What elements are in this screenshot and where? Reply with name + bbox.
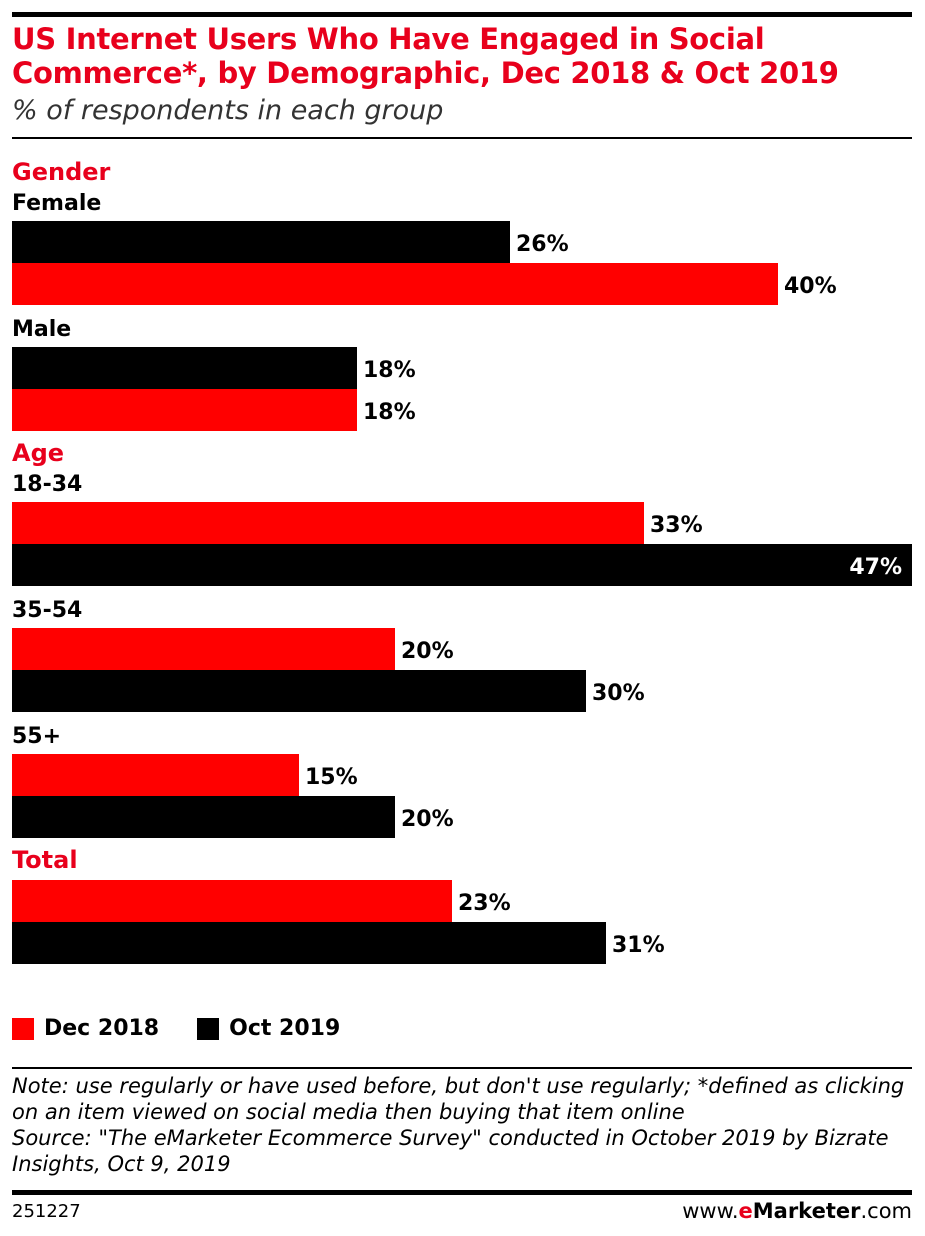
note-text: Note: use regularly or have used before,… xyxy=(12,1074,905,1124)
note-rule xyxy=(12,1067,912,1069)
chart-title: US Internet Users Who Have Engaged in So… xyxy=(12,22,839,90)
bar-male-dec-2018 xyxy=(12,389,357,431)
brand-e: e xyxy=(738,1199,753,1223)
category-label-female: Female xyxy=(12,191,101,216)
bar-value-male-dec-2018: 18% xyxy=(363,400,416,425)
title-rule xyxy=(12,137,912,139)
brand-name: Marketer xyxy=(752,1199,861,1223)
bar-18-34-dec-2018 xyxy=(12,502,644,544)
bar-value-18-34-oct-2019: 47% xyxy=(849,555,902,580)
bar-35-54-oct-2019 xyxy=(12,670,586,712)
group-heading-total: Total xyxy=(12,846,78,874)
group-heading-age: Age xyxy=(12,439,64,467)
note-block: Note: use regularly or have used before,… xyxy=(12,1073,917,1177)
bar-female-dec-2018 xyxy=(12,263,778,305)
bar-total-oct-2019 xyxy=(12,922,606,964)
legend-item-dec-2018: Dec 2018 xyxy=(12,1016,159,1041)
bar-male-oct-2019 xyxy=(12,347,357,389)
bar-35-54-dec-2018 xyxy=(12,628,395,670)
legend-label-dec-2018: Dec 2018 xyxy=(44,1016,160,1041)
bar-value-18-34-dec-2018: 33% xyxy=(650,513,703,538)
brand-link[interactable]: www.eMarketer.com xyxy=(682,1199,912,1223)
bar-chart: Gender Female 26% 40% Male 18% 18% Age 18-34 33% 4… xyxy=(12,158,912,964)
category-label-male: Male xyxy=(12,317,71,342)
bar-female-oct-2019 xyxy=(12,221,510,263)
bar-total-dec-2018 xyxy=(12,880,452,922)
top-rule xyxy=(12,12,912,17)
brand-prefix: www. xyxy=(682,1199,739,1223)
category-label-55: 55+ xyxy=(12,724,61,749)
bar-value-total-dec-2018: 23% xyxy=(458,891,511,916)
bar-value-total-oct-2019: 31% xyxy=(612,933,665,958)
bar-value-55-oct-2019: 20% xyxy=(401,807,454,832)
bar-55-oct-2019 xyxy=(12,796,395,838)
chart-subtitle: % of respondents in each group xyxy=(12,95,444,126)
legend-item-oct-2019: Oct 2019 xyxy=(197,1016,340,1041)
bar-value-female-oct-2019: 26% xyxy=(516,232,569,257)
category-label-18-34: 18-34 xyxy=(12,472,82,497)
chart-id: 251227 xyxy=(12,1201,81,1222)
bar-value-35-54-oct-2019: 30% xyxy=(592,681,645,706)
brand-suffix: .com xyxy=(860,1199,912,1223)
category-label-35-54: 35-54 xyxy=(12,598,82,623)
bar-55-dec-2018 xyxy=(12,754,299,796)
legend-label-oct-2019: Oct 2019 xyxy=(229,1016,341,1041)
source-text: Source: "The eMarketer Ecommerce Survey"… xyxy=(12,1126,889,1176)
bottom-rule xyxy=(12,1190,912,1195)
bar-value-female-dec-2018: 40% xyxy=(784,274,837,299)
legend-swatch-oct-2019 xyxy=(197,1017,220,1040)
bar-value-male-oct-2019: 18% xyxy=(363,358,416,383)
legend-swatch-dec-2018 xyxy=(12,1017,34,1040)
bar-value-55-dec-2018: 15% xyxy=(305,765,358,790)
group-heading-gender: Gender xyxy=(12,158,111,186)
legend: Dec 2018 Oct 2019 xyxy=(12,1016,378,1041)
bar-18-34-oct-2019 xyxy=(12,544,912,586)
bar-value-35-54-dec-2018: 20% xyxy=(401,639,454,664)
